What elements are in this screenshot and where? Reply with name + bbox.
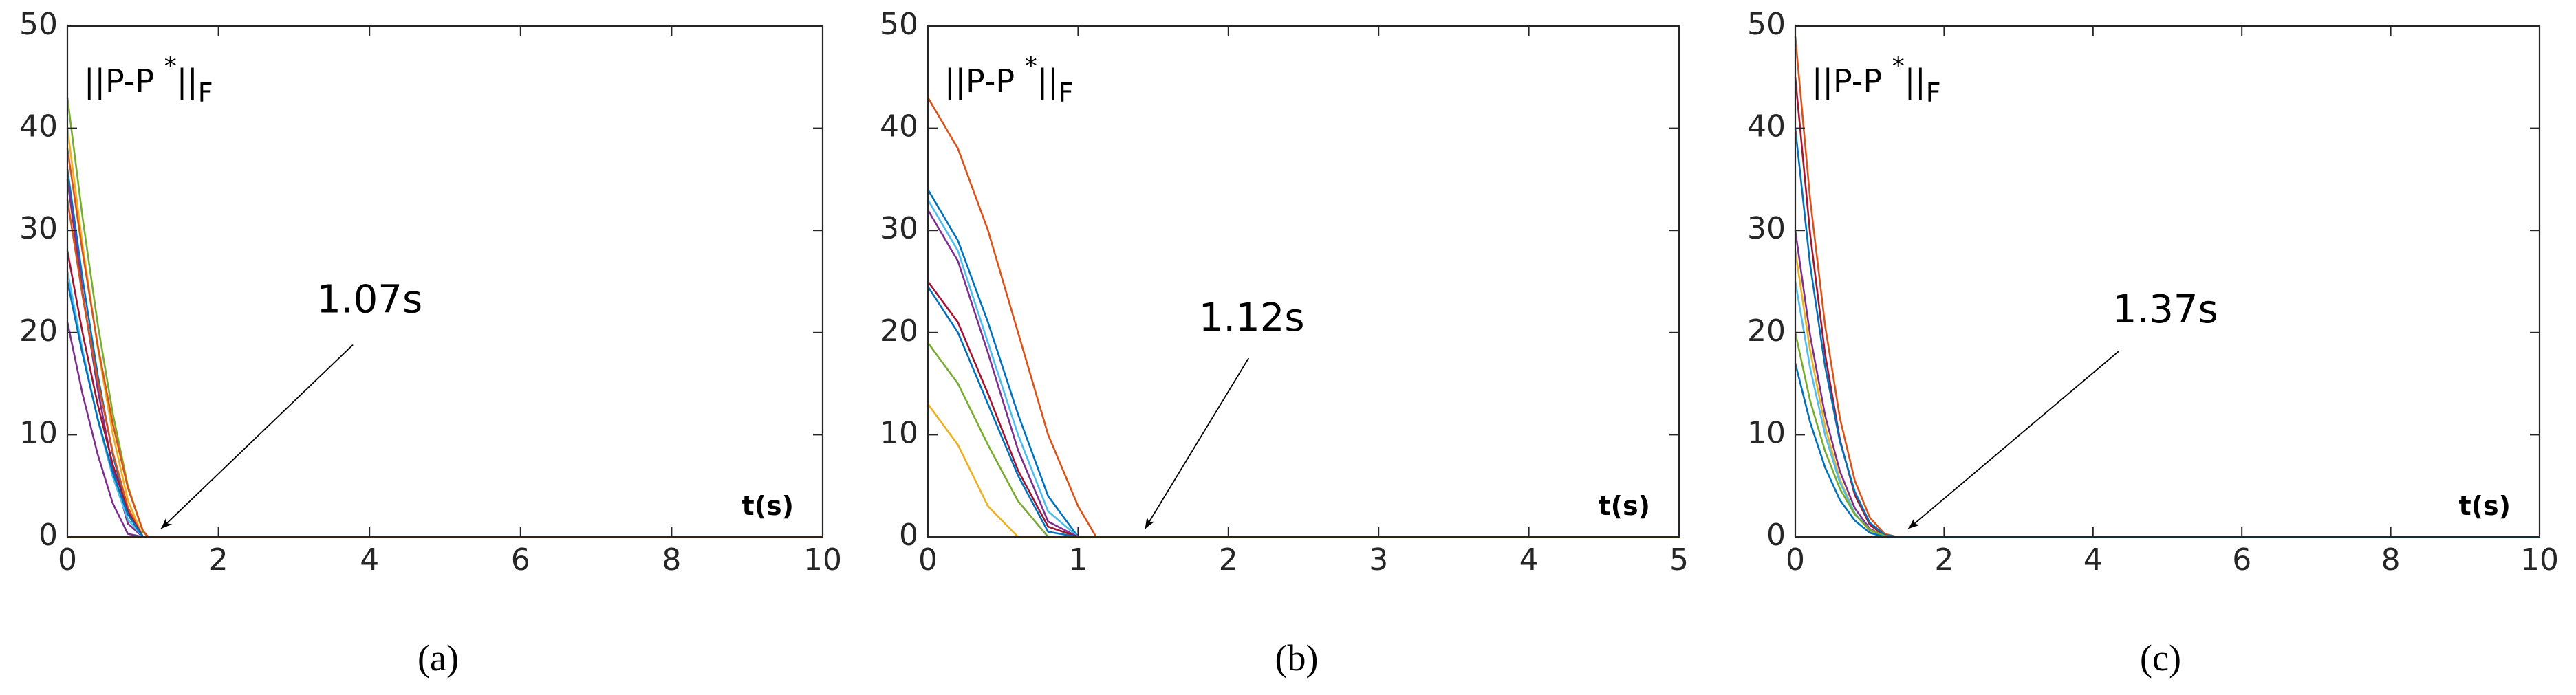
x-tick-label: 6 [2232,542,2251,577]
x-tick-label: 10 [2520,542,2559,577]
axes-box [927,25,1680,538]
x-tick-label: 8 [2381,542,2401,577]
y-tick-label: 30 [19,211,58,246]
x-axis-label: t(s) [2458,491,2511,521]
y-tick-label: 50 [1747,7,1786,42]
series-line [927,189,1679,538]
y-tick-label: 40 [1747,109,1786,144]
x-tick-label: 5 [1669,542,1689,577]
x-tick-label: 2 [1934,542,1953,577]
series-line [1794,230,2540,538]
y-label-part: || [1037,63,1059,100]
series-line [66,250,823,538]
y-axis-label: ||P-P *||F [944,52,1074,108]
x-axis-label: t(s) [1598,491,1650,521]
y-label-sub: F [1926,78,1941,108]
x-tick-label: 10 [803,542,842,577]
y-label-part: ||P-P [84,63,164,100]
x-tick-label: 0 [58,542,77,577]
series-line [927,199,1679,538]
y-tick-label: 50 [880,7,918,42]
y-tick-label: 10 [19,415,58,450]
series-line [66,322,823,538]
series-line [66,281,823,538]
y-tick-label: 40 [19,109,58,144]
series-line [1794,128,2540,538]
x-tick-label: 4 [2083,542,2103,577]
x-tick-label: 0 [918,542,938,577]
y-label-part: || [177,63,198,100]
y-tick-label: 50 [19,7,58,42]
series-line [66,168,823,538]
series-line [1794,363,2540,538]
x-tick-label: 6 [511,542,530,577]
caption: (a) [418,637,459,679]
y-label-part: ||P-P [1812,63,1892,100]
x-tick-label: 8 [662,542,681,577]
y-label-sub: F [1059,78,1074,108]
series-line [66,179,823,538]
y-tick-label: 0 [1766,518,1786,553]
x-tick-label: 2 [209,542,228,577]
y-tick-label: 20 [1747,313,1786,349]
y-label-sup: * [1025,52,1037,80]
axes-box [66,25,824,538]
y-tick-label: 0 [899,518,918,553]
annotation: 1.07s [316,277,422,322]
x-tick-label: 4 [1519,542,1539,577]
series-line [66,199,823,538]
x-tick-label: 0 [1786,542,1805,577]
y-label-sup: * [1892,52,1905,80]
y-axis-label: ||P-P *||F [1812,52,1941,108]
annotation-arrow [1907,350,2120,529]
y-label-part: || [1905,63,1926,100]
x-tick-label: 4 [360,542,379,577]
series-line [66,128,823,538]
series-line [66,271,823,538]
annotation-arrow [1144,357,1250,529]
series-line [927,209,1679,538]
y-label-part: ||P-P [944,63,1025,100]
series-line [66,148,823,538]
y-tick-label: 40 [880,109,918,144]
x-axis-label: t(s) [742,491,794,521]
y-tick-label: 10 [880,415,918,450]
y-tick-label: 10 [1747,415,1786,450]
series-line [66,97,823,538]
y-tick-label: 30 [1747,211,1786,246]
annotation: 1.37s [2112,287,2218,332]
series-line [1794,332,2540,538]
x-tick-label: 3 [1369,542,1388,577]
y-tick-label: 30 [880,211,918,246]
y-tick-label: 20 [19,313,58,349]
y-axis-label: ||P-P *||F [84,52,213,108]
series-line [927,97,1679,538]
y-tick-label: 20 [880,313,918,349]
x-tick-label: 1 [1068,542,1087,577]
series-line [1794,36,2540,538]
annotation: 1.12s [1199,296,1305,340]
axes-box [1794,25,2541,538]
y-label-sup: * [164,52,177,80]
x-tick-label: 2 [1219,542,1238,577]
series-line [927,342,1679,538]
y-tick-label: 0 [39,518,58,553]
caption: (c) [2140,637,2181,679]
annotation-arrow [160,344,354,529]
y-label-sub: F [198,78,213,108]
caption: (b) [1275,637,1319,679]
